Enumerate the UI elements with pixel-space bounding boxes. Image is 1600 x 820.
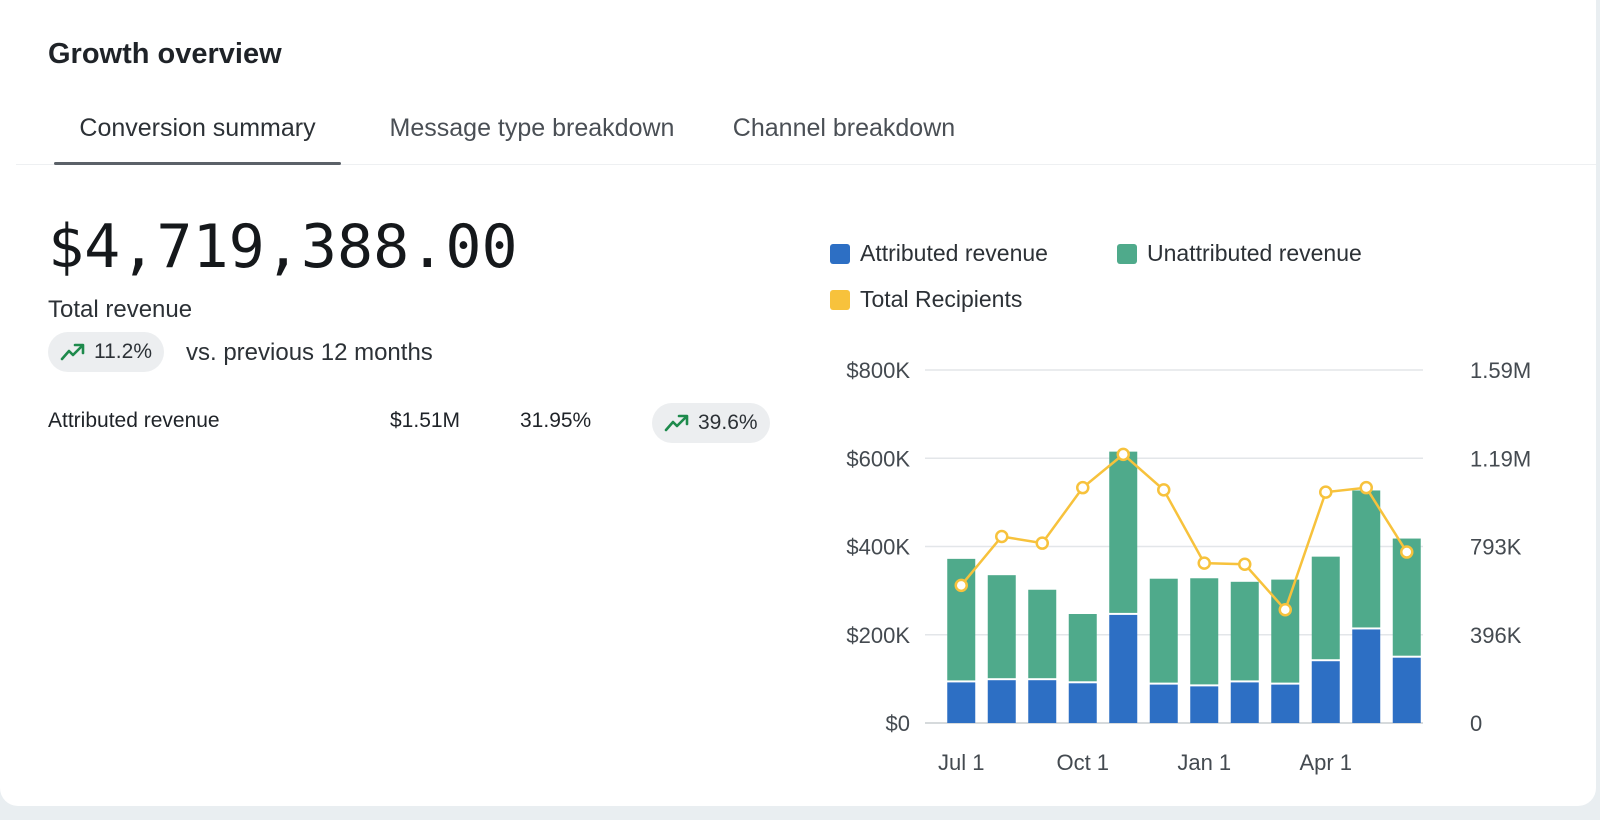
tab-channel-breakdown[interactable]: Channel breakdown xyxy=(732,114,956,142)
bar-attributed xyxy=(1392,657,1421,723)
bar-unattributed xyxy=(1352,490,1381,628)
y-left-tick-label: $0 xyxy=(886,711,910,736)
recipients-point xyxy=(995,529,1009,544)
bar-attributed xyxy=(987,680,1016,723)
recipients-point xyxy=(1400,545,1414,559)
attributed-revenue-share: 31.95% xyxy=(520,409,592,432)
total-change-value: 11.2% xyxy=(94,340,152,363)
active-tab-indicator xyxy=(54,162,341,165)
y-right-tick-label: 793K xyxy=(1470,535,1522,560)
bar-attributed xyxy=(1311,661,1340,723)
bar-attributed xyxy=(1109,614,1138,723)
bar-unattributed xyxy=(1271,579,1300,683)
bar-attributed xyxy=(1230,682,1259,723)
bar-attributed xyxy=(1028,680,1057,723)
bar-unattributed xyxy=(1028,589,1057,679)
attributed-change-value: 39.6% xyxy=(698,411,758,434)
bar-unattributed xyxy=(1230,581,1259,681)
legend-label-unattributed: Unattributed revenue xyxy=(1147,240,1362,266)
x-tick-label: Jan 1 xyxy=(1177,750,1231,775)
legend-attributed-revenue[interactable]: Attributed revenue xyxy=(830,240,1048,267)
y-left-tick-label: $400K xyxy=(846,535,910,560)
legend-unattributed-revenue[interactable]: Unattributed revenue xyxy=(1117,240,1362,267)
attributed-change-badge: 39.6% xyxy=(652,403,770,443)
tab-bar: Conversion summary Message type breakdow… xyxy=(16,96,1596,165)
recipients-point xyxy=(954,578,968,593)
bar-attributed xyxy=(1149,684,1178,723)
attributed-revenue-amount: $1.51M xyxy=(390,409,461,432)
total-change-badge: 11.2% xyxy=(48,332,164,372)
y-left-tick-label: $600K xyxy=(846,446,910,471)
total-revenue-label: Total revenue xyxy=(48,296,193,323)
y-left-tick-label: $200K xyxy=(846,623,910,648)
comparison-period-text: vs. previous 12 months xyxy=(186,339,433,366)
bar-unattributed xyxy=(1068,614,1097,682)
bar-unattributed xyxy=(947,558,976,681)
recipients-point xyxy=(1035,536,1049,550)
y-right-tick-label: 0 xyxy=(1470,711,1482,736)
x-tick-label: Apr 1 xyxy=(1299,750,1352,775)
recipients-point xyxy=(1238,557,1252,572)
bar-unattributed xyxy=(1149,578,1178,683)
recipients-point xyxy=(1319,485,1333,499)
bar-unattributed xyxy=(1311,556,1340,660)
x-tick-label: Oct 1 xyxy=(1056,750,1109,775)
tab-message-type-breakdown[interactable]: Message type breakdown xyxy=(389,114,675,142)
bar-unattributed xyxy=(1109,451,1138,613)
y-right-tick-label: 1.59M xyxy=(1470,358,1531,383)
recipients-point xyxy=(1116,447,1130,462)
total-revenue-value: $4,719,388.00 xyxy=(48,212,518,282)
bar-attributed xyxy=(1271,684,1300,723)
y-left-tick-label: $800K xyxy=(846,358,910,383)
recipients-point xyxy=(1278,603,1292,617)
recipients-point xyxy=(1076,480,1090,495)
legend-label-attributed: Attributed revenue xyxy=(860,240,1048,266)
recipients-point xyxy=(1197,556,1211,570)
legend-total-recipients[interactable]: Total Recipients xyxy=(830,286,1022,313)
card-title: Growth overview xyxy=(48,38,282,70)
trending-up-icon xyxy=(664,414,689,432)
recipients-point xyxy=(1157,483,1171,497)
legend-label-recipients: Total Recipients xyxy=(860,286,1023,312)
y-right-tick-label: 1.19M xyxy=(1470,446,1531,471)
legend-swatch-recipients xyxy=(830,289,850,310)
bar-unattributed xyxy=(987,575,1016,679)
attributed-revenue-label: Attributed revenue xyxy=(48,409,220,432)
x-tick-label: Jul 1 xyxy=(938,750,984,775)
trending-up-icon xyxy=(60,343,85,361)
bar-attributed xyxy=(947,682,976,723)
bar-unattributed xyxy=(1190,578,1219,685)
bar-attributed xyxy=(1190,686,1219,723)
recipients-line xyxy=(960,452,1408,613)
bar-attributed xyxy=(1352,629,1381,723)
bar-attributed xyxy=(1068,683,1097,723)
recipients-point xyxy=(1359,480,1373,495)
y-right-tick-label: 396K xyxy=(1470,623,1522,648)
legend-swatch-unattributed xyxy=(1117,243,1137,264)
tab-conversion-summary[interactable]: Conversion summary xyxy=(79,114,316,142)
legend-swatch-attributed xyxy=(830,243,850,264)
